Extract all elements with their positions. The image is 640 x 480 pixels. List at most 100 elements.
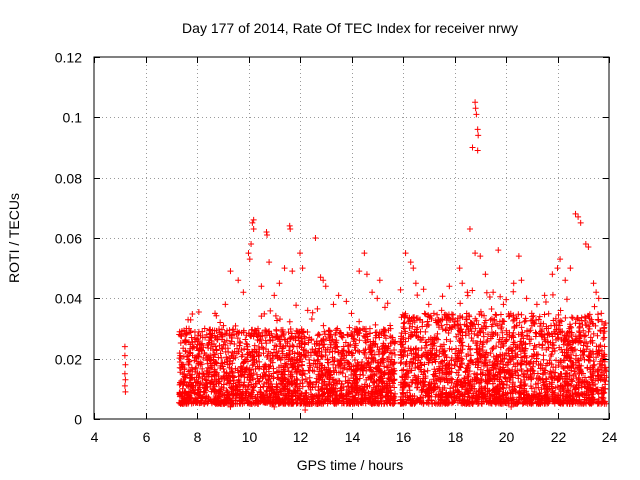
data-point: [475, 132, 482, 139]
data-point: [248, 241, 255, 248]
data-point: [457, 300, 464, 307]
data-point: [371, 372, 378, 379]
data-point: [240, 382, 247, 389]
data-point: [246, 256, 253, 263]
data-point: [272, 312, 279, 319]
data-point: [199, 370, 206, 377]
data-point: [593, 289, 600, 296]
data-point: [122, 376, 129, 383]
data-point: [320, 372, 327, 379]
x-tick-label: 16: [396, 429, 412, 445]
y-tick-label: 0.08: [55, 171, 82, 187]
data-point: [202, 334, 209, 341]
data-point: [285, 367, 292, 374]
data-point: [385, 375, 392, 382]
data-point: [224, 361, 231, 368]
data-point: [212, 343, 219, 350]
data-point: [351, 344, 358, 351]
chart-title: Day 177 of 2014, Rate Of TEC Index for r…: [182, 20, 518, 36]
data-point: [229, 392, 236, 399]
y-tick-label: 0.06: [55, 231, 82, 247]
data-point: [376, 277, 383, 284]
data-point: [271, 349, 278, 356]
data-point: [220, 341, 227, 348]
data-point: [306, 367, 313, 374]
data-point: [184, 397, 191, 404]
data-point: [217, 319, 224, 326]
data-point: [242, 336, 249, 343]
data-point: [352, 362, 359, 369]
data-point: [200, 389, 207, 396]
data-point: [363, 271, 370, 278]
x-tick-label: 22: [551, 429, 567, 445]
data-point: [325, 359, 332, 366]
data-point: [318, 353, 325, 360]
data-point: [356, 337, 363, 344]
data-point: [397, 360, 404, 367]
data-point: [473, 111, 480, 118]
data-point: [582, 321, 589, 328]
data-point: [296, 355, 303, 362]
data-point: [469, 144, 476, 151]
data-point: [549, 271, 556, 278]
data-point: [590, 280, 597, 287]
data-point: [549, 291, 556, 298]
data-point: [392, 338, 399, 345]
data-point: [378, 369, 385, 376]
data-point: [262, 371, 269, 378]
data-point: [249, 357, 256, 364]
data-point: [195, 308, 202, 315]
data-point: [503, 296, 510, 303]
data-point: [231, 341, 238, 348]
data-point: [263, 399, 270, 406]
data-point: [176, 381, 183, 388]
data-point: [339, 370, 346, 377]
data-point: [196, 392, 203, 399]
data-point: [342, 339, 349, 346]
data-point: [307, 349, 314, 356]
data-point: [346, 324, 353, 331]
data-point: [356, 268, 363, 275]
data-point: [515, 253, 522, 260]
data-point: [363, 339, 370, 346]
data-point: [250, 216, 257, 223]
data-point: [596, 343, 603, 350]
data-point: [191, 344, 198, 351]
data-point: [498, 324, 505, 331]
data-point: [270, 375, 277, 382]
data-point: [312, 235, 319, 241]
data-point: [557, 256, 564, 263]
data-point: [218, 354, 225, 361]
data-point: [295, 366, 302, 373]
data-point: [442, 326, 449, 333]
data-point: [302, 406, 309, 413]
data-point: [301, 352, 308, 359]
data-point: [276, 316, 283, 323]
data-point: [359, 358, 366, 365]
data-point: [363, 394, 370, 401]
data-point: [401, 319, 408, 326]
data-point: [279, 326, 286, 333]
data-point: [498, 325, 505, 332]
data-point: [477, 253, 484, 260]
data-point: [466, 225, 473, 232]
data-point: [384, 364, 391, 371]
data-point: [323, 385, 330, 392]
data-point: [391, 367, 398, 374]
data-point: [190, 387, 197, 394]
data-point: [352, 340, 359, 347]
data-point: [322, 283, 329, 290]
y-tick-label: 0: [74, 412, 82, 428]
data-point: [228, 338, 235, 345]
data-point: [362, 328, 369, 335]
data-point: [488, 305, 495, 312]
data-point: [219, 392, 226, 399]
data-point: [384, 300, 391, 307]
data-point: [276, 376, 283, 383]
data-point: [309, 309, 316, 316]
data-point: [203, 367, 210, 374]
data-point: [304, 329, 311, 336]
data-point: [193, 354, 200, 361]
data-point: [290, 400, 297, 407]
